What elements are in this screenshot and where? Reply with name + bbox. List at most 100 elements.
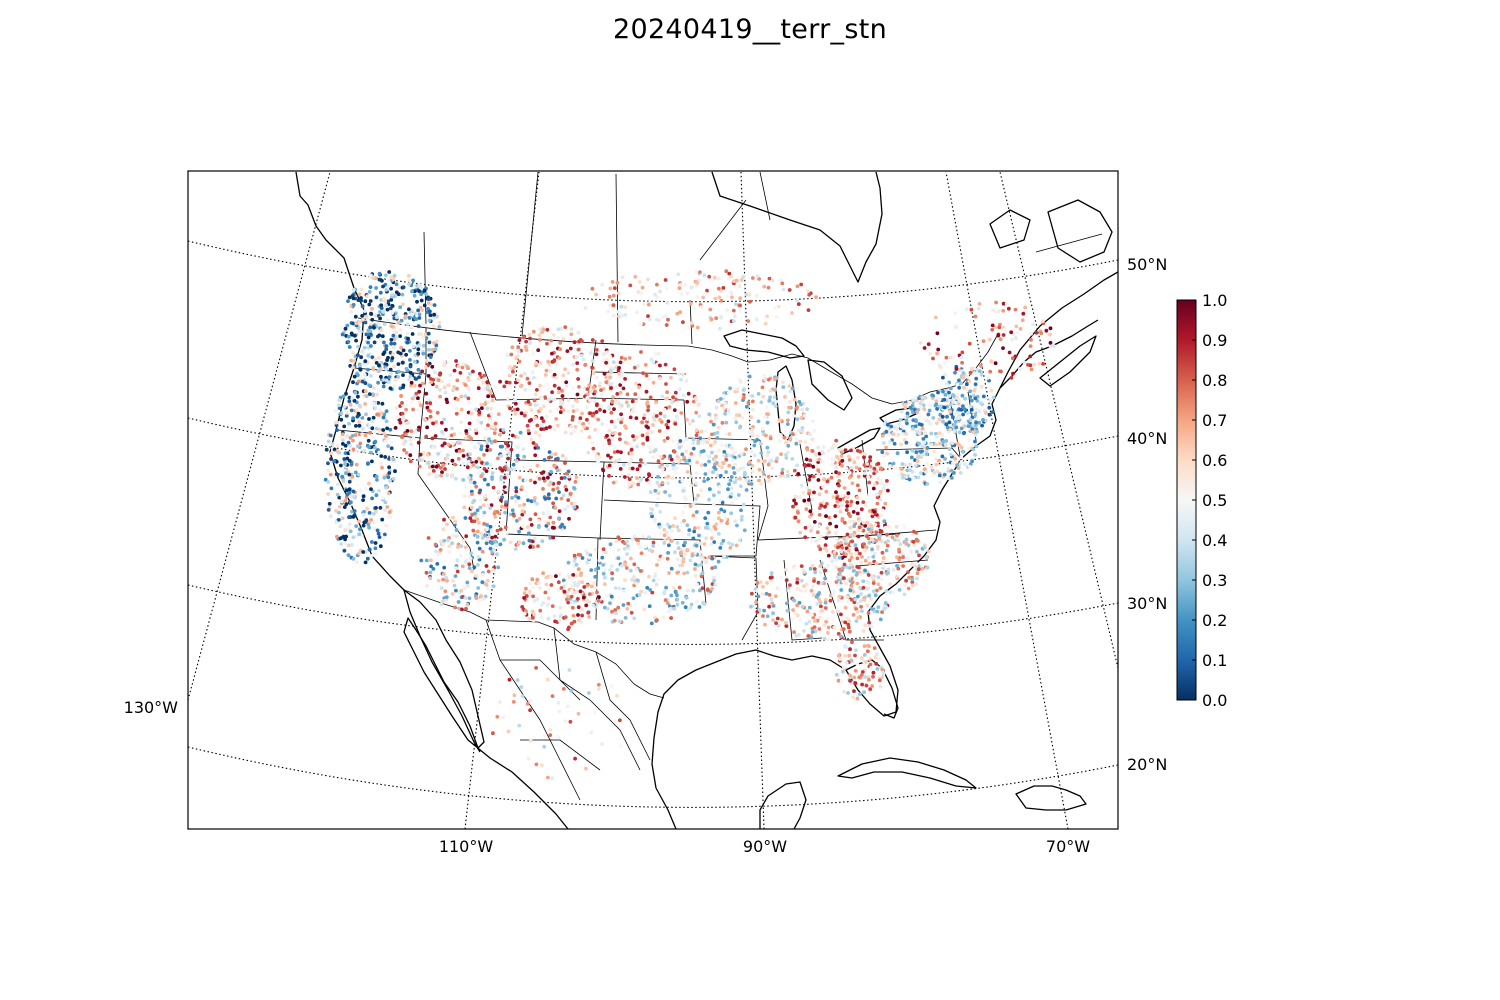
station-point (427, 340, 432, 345)
station-point (925, 462, 929, 467)
station-point (602, 398, 606, 402)
station-point (441, 527, 446, 532)
station-point (434, 384, 439, 389)
station-point (578, 589, 583, 594)
station-point (600, 282, 605, 287)
station-point (795, 405, 800, 410)
station-point (760, 385, 765, 390)
station-point (722, 554, 726, 558)
station-point (460, 607, 464, 612)
station-point (326, 480, 331, 484)
station-point (866, 573, 871, 577)
station-point (724, 470, 728, 474)
station-point (403, 314, 408, 319)
station-point (762, 284, 767, 289)
station-point (485, 527, 489, 531)
station-point (347, 295, 352, 300)
colorbar-tick-label: 0.3 (1202, 571, 1227, 590)
station-point (819, 581, 824, 586)
state-line-nc-sc (855, 559, 929, 567)
station-point (429, 302, 434, 307)
station-point (348, 444, 353, 448)
station-point (619, 355, 624, 360)
station-point (787, 384, 792, 388)
station-point (667, 525, 672, 529)
station-point (387, 375, 392, 379)
station-point (826, 553, 831, 558)
station-point (510, 496, 514, 500)
station-point (872, 510, 877, 514)
station-point (653, 448, 658, 452)
station-point (763, 377, 768, 382)
station-point (900, 475, 905, 480)
station-point (787, 400, 792, 404)
station-point (428, 309, 432, 314)
station-point (854, 465, 859, 470)
station-point (335, 420, 339, 425)
station-point (350, 474, 355, 479)
station-point (828, 598, 833, 603)
station-point (484, 469, 489, 473)
station-point (575, 367, 580, 372)
station-point (871, 670, 876, 675)
station-point (954, 425, 959, 430)
station-point (498, 527, 503, 532)
station-point (392, 341, 397, 346)
station-point (332, 447, 337, 452)
station-point (382, 532, 387, 537)
station-point (623, 313, 628, 317)
station-point (837, 479, 842, 483)
station-point (615, 694, 619, 698)
station-point (384, 288, 389, 292)
station-point (814, 295, 818, 299)
station-point (517, 517, 522, 521)
station-point (656, 558, 661, 562)
station-point (545, 341, 549, 346)
station-point (916, 407, 921, 412)
station-point (710, 450, 714, 455)
station-point (911, 426, 915, 431)
station-point (351, 438, 355, 443)
station-point (665, 396, 670, 400)
station-point (585, 551, 590, 556)
station-point (516, 378, 521, 383)
station-point (576, 377, 580, 381)
station-point (662, 438, 667, 443)
station-point (1011, 332, 1016, 337)
station-point (946, 476, 951, 480)
station-point (861, 579, 866, 584)
station-point (934, 462, 939, 467)
station-point (956, 466, 961, 470)
station-point (817, 524, 822, 529)
station-point (596, 599, 601, 603)
station-point (557, 709, 562, 714)
station-point (385, 318, 390, 323)
station-point (373, 445, 377, 450)
station-point (613, 401, 618, 406)
station-point (794, 501, 798, 506)
station-point (853, 543, 858, 547)
station-point (477, 546, 482, 551)
station-point (839, 549, 843, 554)
station-point (468, 516, 473, 521)
station-point (800, 429, 805, 433)
station-point (370, 306, 374, 311)
station-point (664, 286, 669, 290)
station-point (570, 417, 575, 422)
station-point (438, 388, 442, 392)
station-point (852, 689, 856, 693)
station-point (414, 391, 419, 396)
station-point (372, 386, 376, 390)
station-point (948, 427, 953, 432)
station-point (723, 411, 727, 416)
station-point (993, 361, 998, 366)
station-point (834, 470, 838, 475)
station-point (812, 579, 816, 583)
station-point (744, 447, 748, 452)
station-point (1029, 337, 1033, 342)
station-point (910, 580, 915, 584)
station-point (612, 450, 617, 454)
station-point (861, 629, 866, 633)
station-point (879, 529, 884, 534)
station-point (432, 312, 436, 317)
